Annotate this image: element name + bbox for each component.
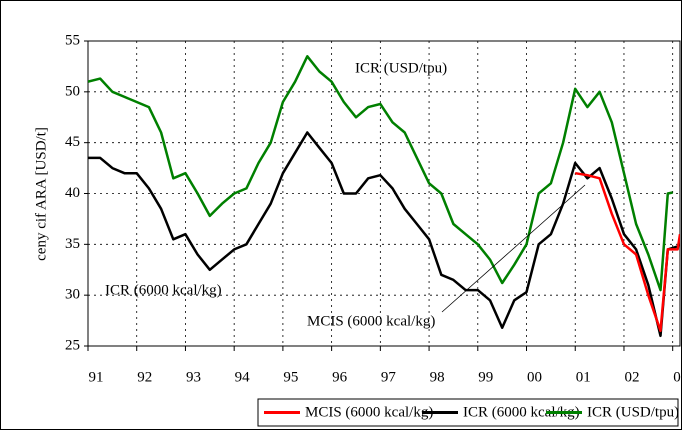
x-tick-label: 99	[478, 369, 493, 385]
x-tick-label: 02	[624, 369, 639, 385]
legend-label: ICR (6000 kcal/kg)	[463, 404, 580, 420]
x-tick-label: 93	[186, 369, 201, 385]
series-line	[574, 171, 680, 333]
y-tick-label: 40	[65, 185, 80, 201]
x-tick-label: 91	[89, 369, 104, 385]
series-line	[88, 55, 673, 292]
y-tick-label: 30	[65, 287, 80, 303]
annotation: ICR (USD/tpu)	[355, 60, 447, 76]
x-tick-label: 98	[430, 369, 445, 385]
x-tick-label: 00	[527, 369, 542, 385]
y-tick-label: 55	[65, 32, 80, 48]
x-tick-label: 97	[381, 369, 397, 385]
y-tick-label: 45	[65, 134, 80, 150]
y-axis-label: ceny cif ARA [USD/t]	[33, 127, 49, 261]
legend-label: ICR (USD/tpu)	[587, 404, 679, 420]
annotation: ICR (6000 kcal/kg)	[105, 282, 222, 298]
x-tick-label: 03	[673, 369, 682, 385]
x-tick-label: 96	[332, 369, 348, 385]
plot-lines	[88, 55, 680, 338]
x-tick-label: 95	[283, 369, 298, 385]
x-tick-label: 92	[137, 369, 152, 385]
legend-box	[257, 398, 679, 427]
x-tick-label: 01	[576, 369, 591, 385]
y-tick-label: 35	[65, 236, 80, 252]
annotation: MCIS (6000 kcal/kg)	[307, 313, 435, 329]
y-tick-label: 25	[65, 337, 80, 353]
annotation-pointer	[441, 184, 586, 313]
y-tick-label: 50	[65, 83, 80, 99]
legend-label: MCIS (6000 kcal/kg)	[305, 404, 433, 420]
x-tick-label: 94	[235, 369, 251, 385]
